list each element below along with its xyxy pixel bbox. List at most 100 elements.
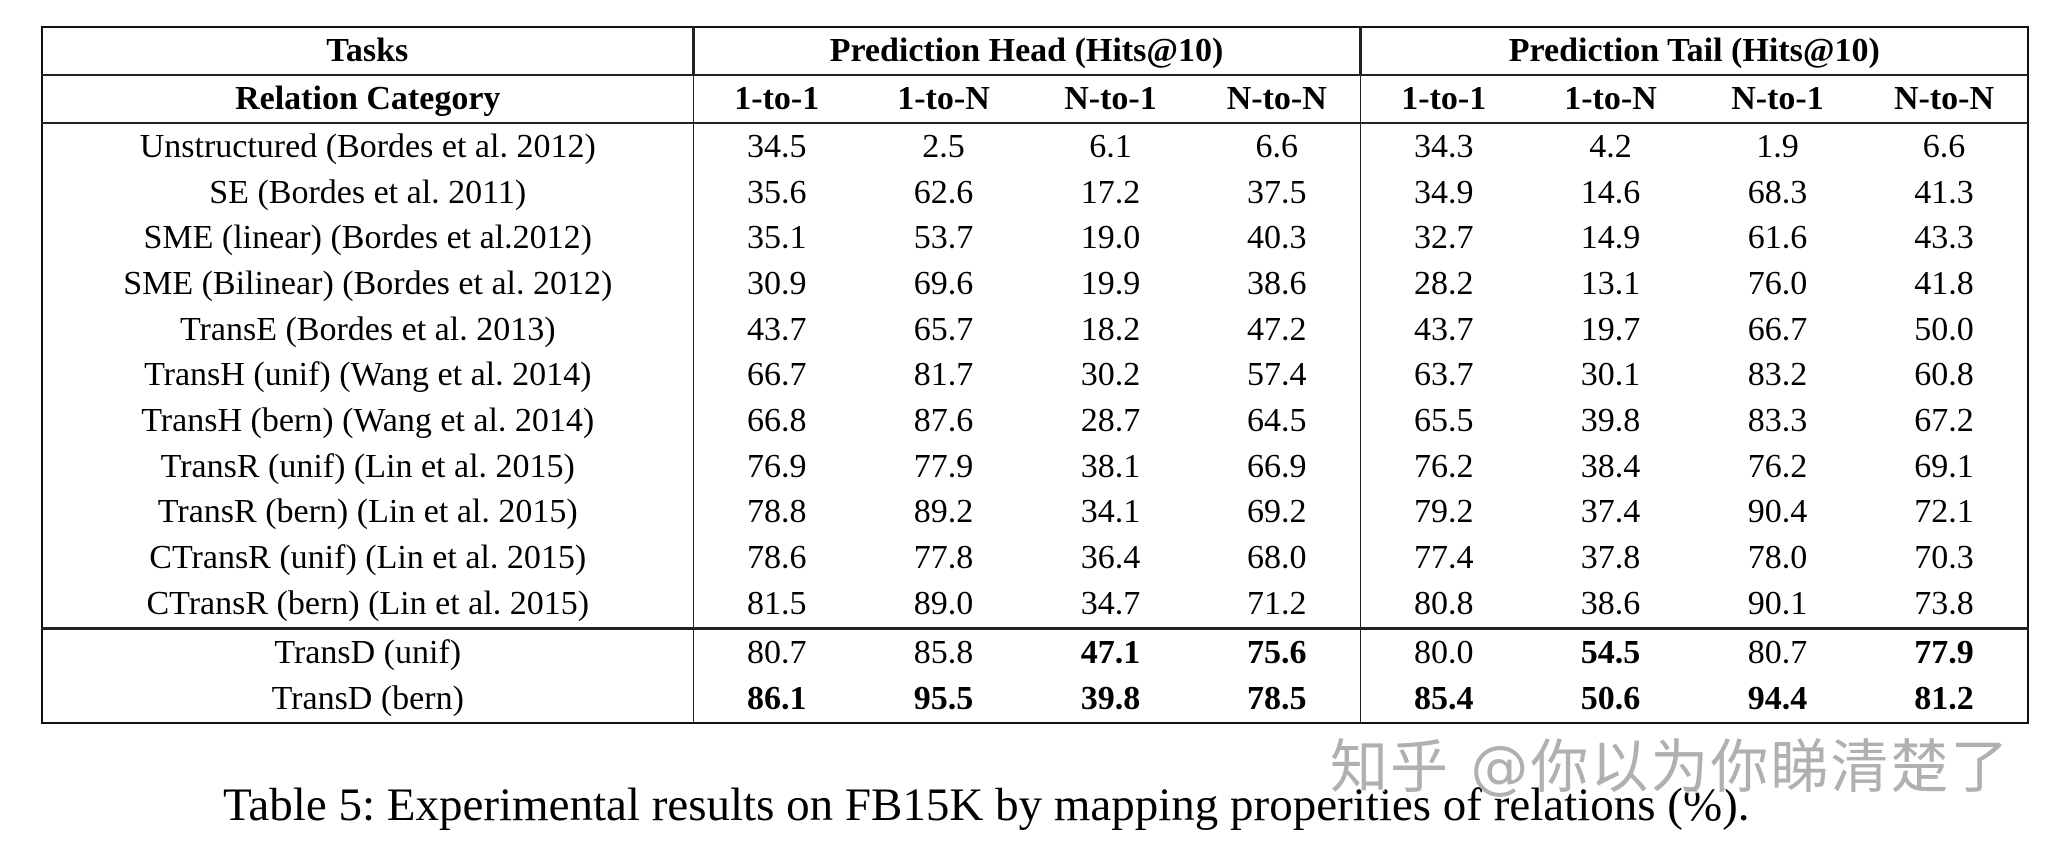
head-value-cell: 68.0 (1194, 535, 1361, 581)
head-value-cell: 76.9 (747, 447, 807, 485)
tail-value-cell: 76.2 (1747, 447, 1808, 485)
model-name-cell: TransE (Bordes et al. 2013) (42, 306, 694, 353)
tail-value-cell: 73.8 (1861, 580, 2029, 630)
tail-value-cell: 77.9 (1914, 633, 1974, 671)
table-row: TransE (Bordes et al. 2013) 43.7 65.7 18.2 4… (42, 306, 2028, 353)
head-value-cell: 57.4 (1194, 352, 1361, 399)
tail-value-cell: 68.3 (1747, 173, 1808, 211)
tail-value-cell: 60.8 (1914, 356, 1974, 394)
head-value-cell: 89.0 (860, 580, 1027, 630)
head-value-cell: 64.5 (1194, 398, 1361, 444)
header-row-category: Relation Category 1-to-1 1-to-N N-to-1 N… (42, 75, 2029, 124)
head-col-n-to-1: N-to-1 (1027, 75, 1194, 124)
head-value-cell: 43.7 (747, 310, 807, 348)
tail-col-n-to-n: N-to-N (1861, 75, 2029, 124)
head-value-cell: 2.5 (922, 127, 965, 165)
tail-value-cell: 76.2 (1414, 447, 1474, 485)
tail-value-cell: 19.7 (1580, 310, 1641, 348)
tail-value-cell: 37.8 (1580, 539, 1641, 577)
head-value-cell: 6.1 (1089, 127, 1132, 165)
tail-value-cell: 80.7 (1747, 633, 1808, 671)
tail-col-1-to-n: 1-to-N (1527, 75, 1694, 124)
head-value-cell: 17.2 (1080, 173, 1141, 211)
tail-value-cell: 69.1 (1914, 447, 1974, 485)
tail-value-cell: 38.6 (1527, 580, 1694, 630)
tail-value-cell: 43.7 (1414, 310, 1474, 348)
head-value-cell: 30.2 (1080, 356, 1141, 394)
table-caption: Table 5: Experimental results on FB15K b… (223, 779, 1750, 831)
tail-col-n-to-1: N-to-1 (1694, 75, 1861, 124)
head-value-cell: 81.7 (913, 356, 974, 394)
tail-value-cell: 81.2 (1914, 680, 1974, 717)
head-value-cell: 53.7 (913, 219, 974, 257)
head-value-cell: 77.8 (913, 539, 974, 577)
model-name-cell: CTransR (bern) (Lin et al. 2015) (42, 580, 694, 630)
head-value-cell: 39.8 (1080, 680, 1141, 717)
table-row: TransH (bern) (Wang et al. 2014) 66.8 87.6… (42, 398, 2028, 444)
head-value-cell: 38.1 (1080, 447, 1141, 485)
head-value-cell: 66.7 (747, 356, 807, 394)
head-col-1-to-n: 1-to-N (860, 75, 1027, 124)
head-value-cell: 19.9 (1080, 264, 1141, 302)
head-value-cell: 18.2 (1080, 310, 1141, 348)
head-value-cell: 69.2 (1194, 489, 1361, 536)
tail-value-cell: 41.3 (1914, 173, 1974, 211)
head-value-cell: 95.5 (913, 680, 974, 717)
tail-value-cell: 77.4 (1414, 539, 1474, 577)
head-value-cell: 34.5 (747, 127, 807, 165)
tail-value-cell: 61.6 (1747, 219, 1808, 257)
model-name-cell: TransD (bern) (42, 675, 694, 724)
head-value-cell: 78.8 (747, 493, 807, 531)
prediction-head-header: Prediction Head (Hits@10) (693, 27, 1362, 76)
tail-value-cell: 80.8 (1360, 580, 1527, 630)
model-name-cell: SME (linear) (Bordes et al.2012) (42, 215, 694, 262)
tail-value-cell: 90.4 (1747, 493, 1808, 531)
head-value-cell: 66.8 (747, 401, 807, 439)
head-value-cell: 81.5 (693, 580, 860, 630)
tail-value-cell: 63.7 (1414, 356, 1474, 394)
tail-value-cell: 78.0 (1747, 539, 1808, 577)
tail-value-cell: 90.1 (1694, 580, 1861, 630)
head-value-cell: 71.2 (1194, 580, 1361, 630)
tail-value-cell: 72.1 (1914, 493, 1974, 531)
head-value-cell: 34.7 (1027, 580, 1194, 630)
tail-value-cell: 38.4 (1580, 447, 1641, 485)
tail-value-cell: 94.4 (1747, 680, 1808, 717)
tail-value-cell: 85.4 (1414, 680, 1474, 717)
table-row: TransR (bern) (Lin et al. 2015) 78.8 89.2 3… (42, 489, 2028, 536)
tail-value-cell: 14.9 (1580, 219, 1641, 257)
head-value-cell: 62.6 (913, 173, 974, 211)
head-value-cell: 34.1 (1080, 493, 1141, 531)
model-name-cell: TransR (bern) (Lin et al. 2015) (42, 489, 694, 536)
table-row: TransR (unif) (Lin et al. 2015) 76.9 77.9 3… (42, 443, 2028, 490)
tail-value-cell: 34.3 (1414, 127, 1474, 165)
table-row: TransD (unif) 80.7 85.8 47.1 75.6 80.0 54.5 80.… (42, 628, 2028, 676)
tail-value-cell: 83.2 (1747, 356, 1808, 394)
head-value-cell: 38.6 (1194, 261, 1361, 307)
head-value-cell: 37.5 (1194, 169, 1361, 216)
table-row: CTransR (bern) (Lin et al. 2015) 81.5 89.0… (42, 580, 2029, 630)
head-value-cell: 78.6 (747, 539, 807, 577)
model-name-cell: TransD (unif) (42, 628, 694, 676)
header-row-tasks: Tasks Prediction Head (Hits@10) Predicti… (42, 27, 2029, 76)
relation-category-header: Relation Category (42, 75, 694, 124)
head-value-cell: 89.2 (913, 493, 974, 531)
head-value-cell: 35.6 (747, 173, 807, 211)
head-value-cell: 66.9 (1194, 443, 1361, 490)
tail-col-1-to-1: 1-to-1 (1360, 75, 1527, 124)
tail-value-cell: 70.3 (1914, 539, 1974, 577)
model-name-cell: Unstructured (Bordes et al. 2012) (42, 123, 694, 170)
head-value-cell: 69.6 (913, 264, 974, 302)
tail-value-cell: 1.9 (1756, 127, 1799, 165)
results-table: Tasks Prediction Head (Hits@10) Predicti… (41, 26, 2030, 725)
head-value-cell: 78.5 (1194, 675, 1361, 724)
head-value-cell: 65.7 (913, 310, 974, 348)
tasks-header: Tasks (42, 27, 695, 76)
head-value-cell: 36.4 (1080, 539, 1141, 577)
tail-value-cell: 79.2 (1414, 493, 1474, 531)
tail-value-cell: 50.6 (1580, 680, 1641, 717)
table-row: CTransR (unif) (Lin et al. 2015) 78.6 77.8… (42, 535, 2028, 581)
head-value-cell: 19.0 (1080, 219, 1141, 257)
watermark: 知乎 @你以为你睇清楚了 (1330, 733, 2011, 801)
tail-value-cell: 76.0 (1747, 264, 1808, 302)
